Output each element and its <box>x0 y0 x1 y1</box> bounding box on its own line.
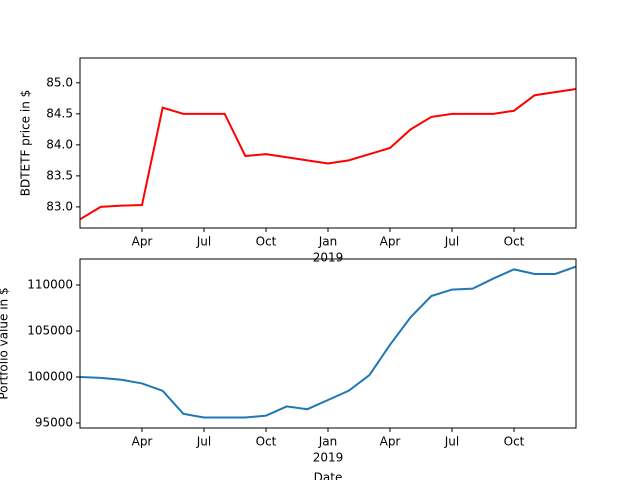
y-tick-label: 105000 <box>27 324 73 338</box>
y-tick-label: 83.0 <box>46 199 73 213</box>
x-tick-label: Jan <box>318 435 338 449</box>
x-tick-label: Apr <box>380 435 401 449</box>
x-year-label: 2019 <box>313 451 344 465</box>
y-tick-label: 85.0 <box>46 75 73 89</box>
price-line <box>79 265 577 419</box>
x-axis-label: Date <box>314 471 343 480</box>
y-tick-label: 100000 <box>27 370 73 384</box>
x-tick-label: Oct <box>256 435 277 449</box>
x-tick-label: Apr <box>132 235 153 249</box>
y-axis-label: Portfolio value in $ <box>0 287 11 399</box>
x-tick-label: Apr <box>132 435 153 449</box>
y-tick-label: 84.5 <box>46 106 73 120</box>
y-tick-label: 95000 <box>35 416 73 430</box>
y-tick-label: 84.0 <box>46 137 73 151</box>
x-tick-label: Apr <box>380 235 401 249</box>
y-tick-label: 83.5 <box>46 168 73 182</box>
x-tick-label: Jul <box>444 235 459 249</box>
x-tick-label: Oct <box>504 435 525 449</box>
price-line <box>79 88 577 221</box>
y-tick-label: 110000 <box>27 278 73 292</box>
x-tick-label: Jan <box>318 235 338 249</box>
y-axis-label: BDTETF price in $ <box>19 90 33 197</box>
x-tick-label: Jul <box>196 435 211 449</box>
x-tick-label: Oct <box>256 235 277 249</box>
x-year-label: 2019 <box>313 251 344 265</box>
axes-frame <box>79 258 577 429</box>
x-tick-label: Oct <box>504 235 525 249</box>
x-tick-label: Jul <box>196 235 211 249</box>
x-tick-label: Jul <box>444 435 459 449</box>
